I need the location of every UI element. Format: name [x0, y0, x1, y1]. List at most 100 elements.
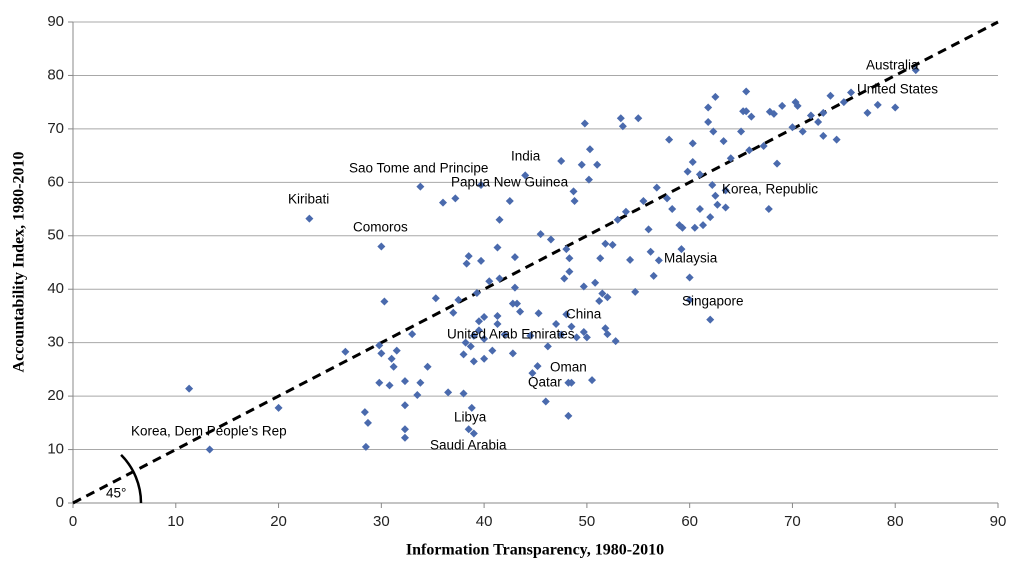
point [516, 307, 525, 316]
point [459, 350, 468, 359]
point [485, 277, 494, 286]
point [400, 425, 409, 434]
point [536, 230, 545, 239]
point [588, 376, 597, 385]
annotation: Libya [454, 410, 487, 425]
point [361, 442, 370, 451]
point [185, 384, 194, 393]
point [704, 117, 713, 126]
point [495, 274, 504, 283]
point [683, 167, 692, 176]
point [387, 354, 396, 363]
point [469, 357, 478, 366]
point [579, 282, 588, 291]
point [873, 100, 882, 109]
point [788, 123, 797, 132]
point [431, 294, 440, 303]
x-axis-title: Information Transparency, 1980-2010 [406, 542, 664, 559]
point [603, 330, 612, 339]
y-tick-label: 70 [47, 120, 64, 137]
point [713, 200, 722, 209]
point [449, 308, 458, 317]
point [363, 418, 372, 427]
annotation: Saudi Arabia [430, 438, 507, 453]
angle-label: 45° [106, 486, 126, 501]
point [505, 197, 514, 206]
point [601, 239, 610, 248]
point [616, 114, 625, 123]
point [408, 330, 417, 339]
point [392, 346, 401, 355]
y-tick-label: 80 [47, 66, 64, 83]
point [543, 342, 552, 351]
point [439, 198, 447, 207]
point [560, 274, 569, 283]
point [626, 255, 635, 264]
point [341, 347, 350, 356]
point [400, 433, 409, 442]
point [806, 111, 815, 120]
point [526, 331, 535, 340]
point [814, 117, 823, 126]
point [274, 403, 283, 412]
point [493, 319, 502, 328]
y-tick-label: 10 [47, 441, 64, 458]
annotation: Australia [866, 58, 919, 73]
point [562, 310, 571, 319]
annotation: China [566, 307, 602, 322]
point [591, 278, 600, 287]
point [469, 429, 478, 438]
point [711, 92, 720, 101]
point [832, 135, 841, 144]
point [565, 254, 574, 263]
point [737, 127, 746, 136]
point [474, 326, 483, 335]
point [493, 311, 502, 320]
point [423, 362, 432, 371]
point [389, 362, 398, 371]
point [557, 156, 566, 165]
point [685, 273, 694, 282]
point [477, 256, 486, 265]
annotation: Singapore [682, 294, 744, 309]
x-tick-label: 30 [373, 513, 390, 530]
y-tick-label: 20 [47, 387, 64, 404]
point [798, 127, 807, 136]
point [462, 259, 471, 268]
point [598, 289, 607, 298]
point [567, 322, 576, 331]
point [695, 170, 704, 179]
y-tick-label: 50 [47, 227, 64, 244]
point [488, 346, 497, 355]
x-tick-label: 10 [167, 513, 184, 530]
x-tick-label: 40 [476, 513, 493, 530]
point [579, 327, 588, 336]
point [709, 127, 718, 136]
point [508, 349, 517, 358]
point [745, 146, 754, 155]
point [596, 254, 605, 263]
x-tick-label: 80 [887, 513, 904, 530]
point [508, 299, 517, 308]
point [665, 135, 674, 144]
annotation: Korea, Dem People's Rep [131, 424, 287, 439]
annotation: United States [857, 82, 938, 97]
point [639, 197, 648, 206]
point [461, 338, 470, 347]
annotation: Korea, Republic [722, 182, 818, 197]
point [385, 381, 394, 390]
point [688, 139, 697, 148]
point [819, 131, 828, 140]
point [533, 362, 542, 371]
annotation: United Arab Emirates [447, 327, 575, 342]
point [649, 271, 658, 280]
point [480, 334, 489, 343]
point [466, 342, 475, 351]
point [577, 160, 586, 169]
point [793, 101, 802, 110]
point [567, 378, 576, 387]
point [668, 205, 677, 214]
point [764, 205, 773, 214]
point [778, 101, 787, 110]
annotation: Malaysia [664, 251, 718, 266]
